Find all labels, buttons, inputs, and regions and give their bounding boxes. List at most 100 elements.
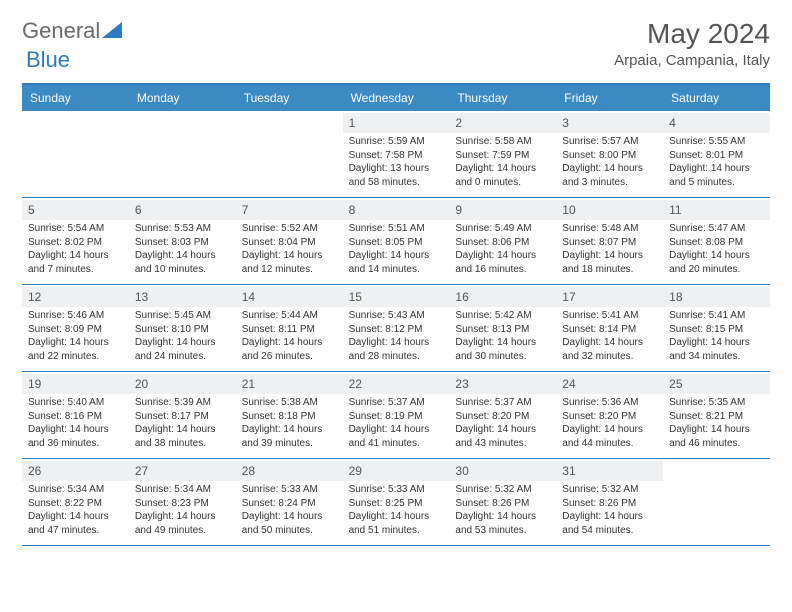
- sunset-text: Sunset: 8:20 PM: [562, 410, 657, 424]
- day-info: Sunrise: 5:35 AMSunset: 8:21 PMDaylight:…: [669, 396, 764, 450]
- daylight2-text: and 7 minutes.: [28, 263, 123, 277]
- sunset-text: Sunset: 8:04 PM: [242, 236, 337, 250]
- day-cell: [129, 111, 236, 197]
- sunrise-text: Sunrise: 5:46 AM: [28, 309, 123, 323]
- week-row: 5Sunrise: 5:54 AMSunset: 8:02 PMDaylight…: [22, 198, 770, 285]
- sunrise-text: Sunrise: 5:35 AM: [669, 396, 764, 410]
- daylight2-text: and 0 minutes.: [455, 176, 550, 190]
- day-number: 7: [236, 200, 343, 220]
- sunset-text: Sunset: 8:06 PM: [455, 236, 550, 250]
- sunrise-text: Sunrise: 5:33 AM: [242, 483, 337, 497]
- day-number: 9: [449, 200, 556, 220]
- day-info: Sunrise: 5:48 AMSunset: 8:07 PMDaylight:…: [562, 222, 657, 276]
- day-cell: 31Sunrise: 5:32 AMSunset: 8:26 PMDayligh…: [556, 459, 663, 545]
- day-number: 14: [236, 287, 343, 307]
- day-number: 10: [556, 200, 663, 220]
- sunset-text: Sunset: 8:00 PM: [562, 149, 657, 163]
- day-cell: 2Sunrise: 5:58 AMSunset: 7:59 PMDaylight…: [449, 111, 556, 197]
- sunrise-text: Sunrise: 5:34 AM: [28, 483, 123, 497]
- daylight2-text: and 20 minutes.: [669, 263, 764, 277]
- daylight2-text: and 24 minutes.: [135, 350, 230, 364]
- day-cell: 29Sunrise: 5:33 AMSunset: 8:25 PMDayligh…: [343, 459, 450, 545]
- daylight1-text: Daylight: 14 hours: [455, 162, 550, 176]
- daylight2-text: and 46 minutes.: [669, 437, 764, 451]
- daylight2-text: and 51 minutes.: [349, 524, 444, 538]
- daylight1-text: Daylight: 14 hours: [455, 249, 550, 263]
- daylight2-text: and 58 minutes.: [349, 176, 444, 190]
- daylight2-text: and 32 minutes.: [562, 350, 657, 364]
- daylight2-text: and 41 minutes.: [349, 437, 444, 451]
- day-cell: 19Sunrise: 5:40 AMSunset: 8:16 PMDayligh…: [22, 372, 129, 458]
- day-info: Sunrise: 5:42 AMSunset: 8:13 PMDaylight:…: [455, 309, 550, 363]
- logo-text-general: General: [22, 18, 100, 44]
- day-number: 24: [556, 374, 663, 394]
- daylight1-text: Daylight: 14 hours: [349, 510, 444, 524]
- daylight2-text: and 47 minutes.: [28, 524, 123, 538]
- daylight1-text: Daylight: 14 hours: [242, 510, 337, 524]
- sunset-text: Sunset: 7:59 PM: [455, 149, 550, 163]
- day-cell: 16Sunrise: 5:42 AMSunset: 8:13 PMDayligh…: [449, 285, 556, 371]
- day-cell: 22Sunrise: 5:37 AMSunset: 8:19 PMDayligh…: [343, 372, 450, 458]
- sunrise-text: Sunrise: 5:41 AM: [669, 309, 764, 323]
- day-info: Sunrise: 5:43 AMSunset: 8:12 PMDaylight:…: [349, 309, 444, 363]
- day-info: Sunrise: 5:52 AMSunset: 8:04 PMDaylight:…: [242, 222, 337, 276]
- sunrise-text: Sunrise: 5:51 AM: [349, 222, 444, 236]
- weekday-fri: Friday: [556, 85, 663, 111]
- sunrise-text: Sunrise: 5:52 AM: [242, 222, 337, 236]
- day-cell: 28Sunrise: 5:33 AMSunset: 8:24 PMDayligh…: [236, 459, 343, 545]
- weekday-tue: Tuesday: [236, 85, 343, 111]
- day-cell: 1Sunrise: 5:59 AMSunset: 7:58 PMDaylight…: [343, 111, 450, 197]
- sunset-text: Sunset: 8:05 PM: [349, 236, 444, 250]
- sunset-text: Sunset: 8:07 PM: [562, 236, 657, 250]
- sunrise-text: Sunrise: 5:57 AM: [562, 135, 657, 149]
- day-number: 6: [129, 200, 236, 220]
- daylight1-text: Daylight: 14 hours: [669, 249, 764, 263]
- daylight1-text: Daylight: 14 hours: [455, 510, 550, 524]
- day-info: Sunrise: 5:36 AMSunset: 8:20 PMDaylight:…: [562, 396, 657, 450]
- day-number: 1: [343, 113, 450, 133]
- sunrise-text: Sunrise: 5:34 AM: [135, 483, 230, 497]
- daylight2-text: and 5 minutes.: [669, 176, 764, 190]
- day-number: 21: [236, 374, 343, 394]
- day-number: 8: [343, 200, 450, 220]
- daylight1-text: Daylight: 14 hours: [135, 510, 230, 524]
- daylight2-text: and 18 minutes.: [562, 263, 657, 277]
- week-row: 1Sunrise: 5:59 AMSunset: 7:58 PMDaylight…: [22, 111, 770, 198]
- daylight1-text: Daylight: 14 hours: [242, 249, 337, 263]
- logo-triangle-icon: [102, 18, 122, 44]
- daylight2-text: and 39 minutes.: [242, 437, 337, 451]
- sunrise-text: Sunrise: 5:44 AM: [242, 309, 337, 323]
- sunset-text: Sunset: 8:15 PM: [669, 323, 764, 337]
- day-info: Sunrise: 5:57 AMSunset: 8:00 PMDaylight:…: [562, 135, 657, 189]
- day-cell: 12Sunrise: 5:46 AMSunset: 8:09 PMDayligh…: [22, 285, 129, 371]
- sunrise-text: Sunrise: 5:39 AM: [135, 396, 230, 410]
- day-info: Sunrise: 5:32 AMSunset: 8:26 PMDaylight:…: [455, 483, 550, 537]
- sunrise-text: Sunrise: 5:37 AM: [455, 396, 550, 410]
- day-info: Sunrise: 5:44 AMSunset: 8:11 PMDaylight:…: [242, 309, 337, 363]
- weekday-mon: Monday: [129, 85, 236, 111]
- sunset-text: Sunset: 8:24 PM: [242, 497, 337, 511]
- day-info: Sunrise: 5:34 AMSunset: 8:22 PMDaylight:…: [28, 483, 123, 537]
- sunrise-text: Sunrise: 5:45 AM: [135, 309, 230, 323]
- day-cell: 23Sunrise: 5:37 AMSunset: 8:20 PMDayligh…: [449, 372, 556, 458]
- sunrise-text: Sunrise: 5:55 AM: [669, 135, 764, 149]
- daylight1-text: Daylight: 14 hours: [669, 162, 764, 176]
- day-number: 3: [556, 113, 663, 133]
- day-cell: [663, 459, 770, 545]
- sunrise-text: Sunrise: 5:41 AM: [562, 309, 657, 323]
- daylight1-text: Daylight: 14 hours: [242, 423, 337, 437]
- sunset-text: Sunset: 8:22 PM: [28, 497, 123, 511]
- sunset-text: Sunset: 8:01 PM: [669, 149, 764, 163]
- day-cell: 6Sunrise: 5:53 AMSunset: 8:03 PMDaylight…: [129, 198, 236, 284]
- sunset-text: Sunset: 8:18 PM: [242, 410, 337, 424]
- day-info: Sunrise: 5:32 AMSunset: 8:26 PMDaylight:…: [562, 483, 657, 537]
- sunrise-text: Sunrise: 5:38 AM: [242, 396, 337, 410]
- day-cell: 30Sunrise: 5:32 AMSunset: 8:26 PMDayligh…: [449, 459, 556, 545]
- daylight2-text: and 34 minutes.: [669, 350, 764, 364]
- day-cell: 13Sunrise: 5:45 AMSunset: 8:10 PMDayligh…: [129, 285, 236, 371]
- sunrise-text: Sunrise: 5:49 AM: [455, 222, 550, 236]
- week-row: 19Sunrise: 5:40 AMSunset: 8:16 PMDayligh…: [22, 372, 770, 459]
- daylight1-text: Daylight: 14 hours: [349, 423, 444, 437]
- sunrise-text: Sunrise: 5:47 AM: [669, 222, 764, 236]
- daylight1-text: Daylight: 14 hours: [28, 510, 123, 524]
